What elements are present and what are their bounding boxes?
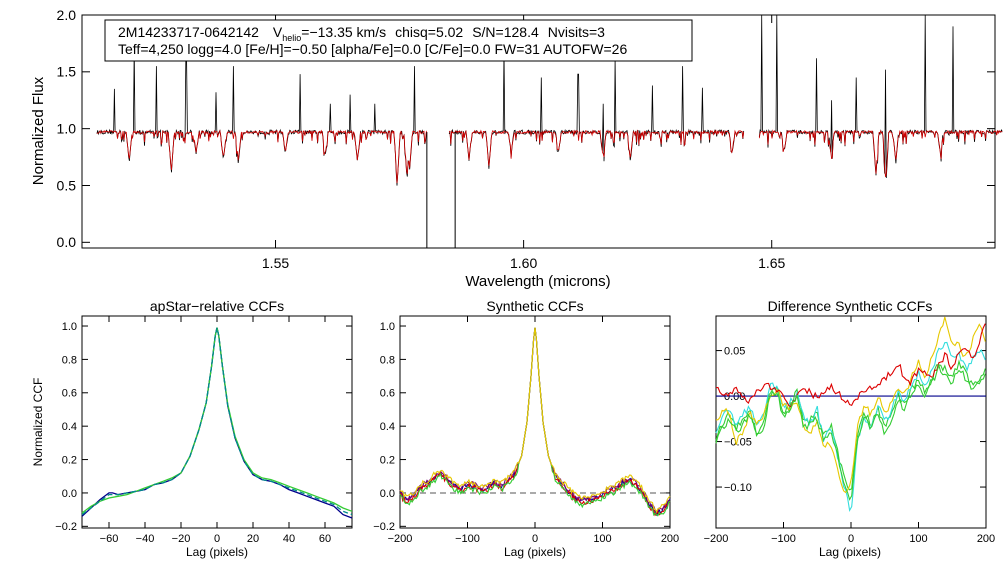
y-tick-label: −0.2 — [55, 521, 77, 533]
difference-ccf-panel: Difference Synthetic CCFs −200 −100 0 100 20… — [704, 298, 996, 559]
x-tick-label: −200 — [388, 533, 413, 545]
nvisits-value: Nvisits=3 — [548, 24, 605, 40]
x-tick-label: 200 — [661, 533, 679, 545]
model-spectrum-chip-3 — [758, 129, 1003, 177]
y-tick-label: 2.0 — [57, 7, 77, 23]
y-tick-label: 0.8 — [62, 354, 77, 366]
difference-ccf-line-5 — [715, 363, 986, 501]
x-tick-label: −200 — [704, 533, 729, 545]
synthetic-ccf-line-3 — [399, 327, 671, 517]
observed-spectrum-chip-2 — [448, 49, 745, 169]
y-tick-label: −0.05 — [724, 436, 752, 448]
vhelio-subscript: helio — [282, 33, 301, 43]
y-tick-label: 1.0 — [62, 321, 77, 333]
x-tick-label: 1.65 — [758, 255, 785, 271]
x-tick-label: 1.55 — [262, 255, 289, 271]
x-tick-label: −40 — [136, 533, 155, 545]
spectrum-axis-ticks: 1.55 1.60 1.65 0.0 0.5 1.0 1.5 2.0 — [57, 7, 995, 271]
y-tick-label: 0.0 — [62, 488, 77, 500]
synthetic-ccf-line-1 — [399, 327, 671, 517]
synthetic-ccf-xlabel: Lag (pixels) — [504, 545, 566, 559]
x-tick-label: −20 — [172, 533, 191, 545]
x-tick-label: 100 — [593, 533, 611, 545]
x-tick-label: −60 — [100, 533, 119, 545]
difference-ccf-series — [715, 316, 986, 513]
x-tick-label: 200 — [977, 533, 995, 545]
difference-ccf-line-4 — [715, 323, 986, 408]
y-tick-label: −0.10 — [724, 482, 752, 494]
spectrum-ylabel: Normalized Flux — [30, 76, 47, 185]
synthetic-ccf-line-5 — [399, 327, 671, 514]
observed-spectrum-chip-3 — [758, 14, 1003, 179]
x-tick-label: 60 — [319, 533, 331, 545]
apstar-ccf-xlabel: Lag (pixels) — [186, 545, 248, 559]
vhelio-value: =−13.35 km/s — [301, 24, 386, 40]
difference-ccf-line-3 — [715, 316, 986, 494]
y-tick-label: 0.0 — [380, 488, 395, 500]
y-tick-label: 0.2 — [62, 454, 77, 466]
synthetic-ccf-frame — [399, 315, 671, 529]
difference-ccf-ticks: −200 −100 0 100 200−0.10−0.050.000.05 — [704, 316, 995, 545]
apstar-ccf-series — [81, 327, 353, 519]
observed-spectrum-chip-1 — [96, 46, 427, 186]
synthetic-ccf-title: Synthetic CCFs — [486, 298, 583, 314]
x-tick-label: −100 — [455, 533, 480, 545]
y-tick-label: 1.0 — [57, 121, 77, 137]
x-tick-label: 0 — [848, 533, 854, 545]
y-tick-label: 0.4 — [62, 421, 77, 433]
x-tick-label: 1.60 — [510, 255, 537, 271]
apstar-ccf-title: apStar−relative CCFs — [150, 298, 284, 314]
model-spectrum-chip-2 — [448, 129, 745, 166]
object-id: 2M14233717-0642142 — [118, 24, 259, 40]
apstar-ccf-panel: apStar−relative CCFs −60 −40 −20 0 20 40 60 −0.… — [31, 298, 353, 559]
apstar-ccf-line-2 — [81, 327, 353, 514]
x-tick-label: 0 — [532, 533, 538, 545]
x-tick-label: 20 — [247, 533, 259, 545]
y-tick-label: 0.8 — [380, 354, 395, 366]
apstar-ccf-line-1 — [81, 327, 353, 519]
apstar-ccf-ticks: −60 −40 −20 0 20 40 60 −0.2 0.0 0.2 0.4 0.6 0.8 1.0 — [55, 316, 352, 545]
difference-ccf-line-1 — [715, 359, 986, 491]
apstar-ccf-ylabel: Normalized CCF — [31, 378, 45, 467]
synthetic-ccf-series — [399, 327, 671, 517]
difference-ccf-xlabel: Lag (pixels) — [819, 545, 881, 559]
x-tick-label: 40 — [283, 533, 295, 545]
y-tick-label: 0.0 — [57, 234, 77, 250]
synthetic-ccf-ticks: −200 −100 0 100 200 −0.2 0.0 0.2 0.4 0.6 0.8 1.0 — [373, 316, 679, 545]
stellar-params-line: Teff=4,250 logg=4.0 [Fe/H]=−0.50 [alpha/… — [118, 41, 627, 57]
y-tick-label: 1.5 — [57, 64, 77, 80]
vhelio-label: V — [273, 24, 283, 40]
y-tick-label: 0.6 — [380, 388, 395, 400]
y-tick-label: 0.6 — [62, 388, 77, 400]
y-tick-label: 0.2 — [380, 454, 395, 466]
chisq-value: chisq=5.02 — [395, 24, 463, 40]
y-tick-label: 0.05 — [724, 345, 745, 357]
difference-ccf-line-2 — [715, 341, 986, 513]
y-tick-label: 0.5 — [57, 177, 77, 193]
synthetic-ccf-line-4 — [399, 327, 671, 517]
difference-ccf-title: Difference Synthetic CCFs — [768, 298, 933, 314]
synthetic-ccf-line-2 — [399, 327, 671, 513]
y-tick-label: 0.4 — [380, 421, 395, 433]
x-tick-label: 100 — [909, 533, 927, 545]
spectrum-panel: 1.55 1.60 1.65 0.0 0.5 1.0 1.5 2.0 2M14233717-0… — [30, 7, 1003, 290]
spectrum-xlabel: Wavelength (microns) — [465, 273, 610, 290]
synthetic-ccf-panel: Synthetic CCFs −200 −100 0 100 200 −0.2 0.0 0.2… — [373, 298, 679, 559]
apstar-ccf-line-3 — [81, 327, 353, 516]
spectrum-series — [96, 14, 1003, 248]
y-tick-label: 1.0 — [380, 321, 395, 333]
info-box — [104, 19, 693, 62]
x-tick-label: −100 — [771, 533, 796, 545]
snr-value: S/N=128.4 — [472, 24, 539, 40]
info-line-1: 2M14233717-0642142 Vhelio=−13.35 km/s chis… — [118, 24, 605, 43]
model-spectrum-chip-1 — [96, 129, 427, 184]
x-tick-label: 0 — [214, 533, 220, 545]
y-tick-label: −0.2 — [373, 521, 395, 533]
